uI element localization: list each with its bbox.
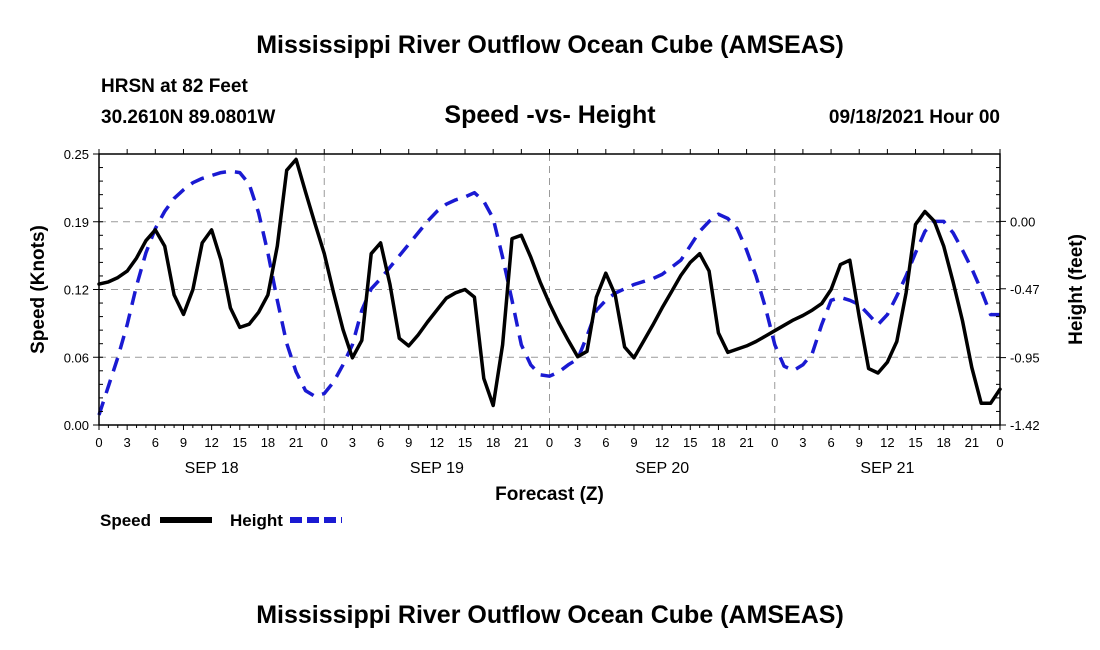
x-tick-label: 0 xyxy=(771,435,778,450)
x-tick-label: 15 xyxy=(233,435,247,450)
x-tick-label: 0 xyxy=(996,435,1003,450)
x-tick-label: 9 xyxy=(856,435,863,450)
height-series xyxy=(97,169,1000,416)
x-tick-label: 6 xyxy=(827,435,834,450)
x-tick-label: 12 xyxy=(204,435,218,450)
x-tick-label: 3 xyxy=(574,435,581,450)
x-tick-label: 3 xyxy=(124,435,131,450)
x-tick-label: 6 xyxy=(602,435,609,450)
speed-series xyxy=(97,157,1002,408)
station-name: HRSN at 82 Feet xyxy=(101,76,248,97)
x-tick-label: 18 xyxy=(486,435,500,450)
date-label: SEP 21 xyxy=(860,460,914,477)
chart-subtitle: Speed -vs- Height xyxy=(444,101,656,129)
speed-line xyxy=(97,157,1002,408)
x-axis: 0 3 6 9 12 15 18 21 0 3 6 9 12 15 18 21 0 3 6 9 12 15 18 21 0 3 6 9… xyxy=(95,149,1004,477)
x-tick-label: 12 xyxy=(430,435,444,450)
x-tick-label: 0 xyxy=(546,435,553,450)
forecast-datetime: 09/18/2021 Hour 00 xyxy=(828,107,1000,128)
y2-tick-label: -0.47 xyxy=(1010,282,1040,297)
date-label: SEP 20 xyxy=(635,460,689,477)
station-coordinates: 30.2610N 89.0801W xyxy=(101,107,276,128)
x-tick-label: 12 xyxy=(880,435,894,450)
x-tick-label: 3 xyxy=(349,435,356,450)
x-tick-label: 21 xyxy=(514,435,528,450)
x-tick-label: 18 xyxy=(711,435,725,450)
x-axis-title: Forecast (Z) xyxy=(495,484,604,505)
x-tick-label: 9 xyxy=(405,435,412,450)
y-tick-label: 0.19 xyxy=(64,215,89,230)
y-axis-right: -1.42 -0.95 -0.47 0.00 xyxy=(996,153,1040,433)
x-tick-label: 18 xyxy=(261,435,275,450)
y2-tick-label: -0.95 xyxy=(1010,351,1040,366)
y-tick-label: 0.25 xyxy=(64,147,89,162)
x-tick-label: 0 xyxy=(321,435,328,450)
y2-axis-title: Height (feet) xyxy=(1066,234,1087,345)
date-label: SEP 18 xyxy=(185,460,239,477)
x-tick-label: 21 xyxy=(739,435,753,450)
x-tick-label: 9 xyxy=(630,435,637,450)
x-tick-label: 15 xyxy=(683,435,697,450)
x-tick-label: 15 xyxy=(458,435,472,450)
x-tick-label: 12 xyxy=(655,435,669,450)
x-tick-label: 0 xyxy=(95,435,102,450)
height-line xyxy=(97,169,1000,416)
y-tick-label: 0.00 xyxy=(64,418,89,433)
x-tick-label: 21 xyxy=(965,435,979,450)
chart-title-top: Mississippi River Outflow Ocean Cube (AM… xyxy=(256,31,844,59)
x-tick-label: 9 xyxy=(180,435,187,450)
legend-label-height: Height xyxy=(230,511,283,530)
x-tick-label: 6 xyxy=(377,435,384,450)
y-tick-label: 0.06 xyxy=(64,350,89,365)
x-tick-label: 18 xyxy=(936,435,950,450)
chart-title-bottom: Mississippi River Outflow Ocean Cube (AM… xyxy=(256,601,844,629)
x-tick-label: 21 xyxy=(289,435,303,450)
x-tick-label: 15 xyxy=(908,435,922,450)
legend: Speed Height xyxy=(100,511,342,530)
y2-tick-label: 0.00 xyxy=(1010,214,1035,229)
grid-lines xyxy=(99,154,1000,425)
y-axis-title: Speed (Knots) xyxy=(28,225,49,354)
y-axis-left: 0.00 0.06 0.12 0.19 0.25 xyxy=(64,147,103,433)
date-label: SEP 19 xyxy=(410,460,464,477)
legend-label-speed: Speed xyxy=(100,511,151,530)
y-tick-label: 0.12 xyxy=(64,283,89,298)
y2-tick-label: -1.42 xyxy=(1010,418,1040,433)
x-tick-label: 3 xyxy=(799,435,806,450)
x-tick-label: 6 xyxy=(152,435,159,450)
